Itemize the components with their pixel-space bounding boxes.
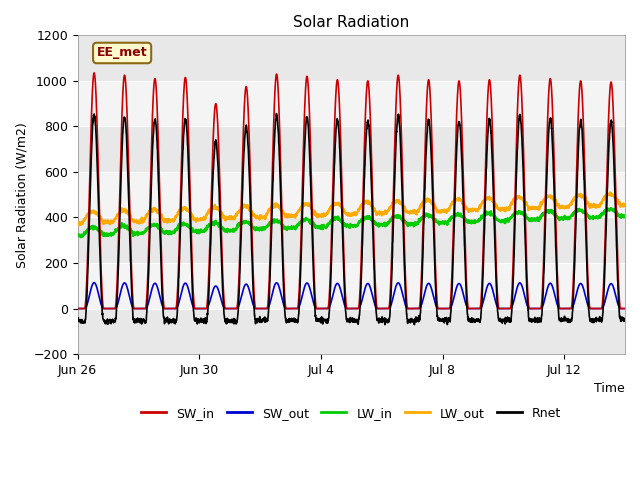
LW_out <box>74 222 82 228</box>
SW_in <box>127 248 135 254</box>
LW_in <box>127 226 135 232</box>
SW_in <box>90 70 98 76</box>
LW_out <box>74 220 81 226</box>
Rnet <box>160 314 168 320</box>
LW_in <box>160 229 168 235</box>
LW_out <box>273 204 280 209</box>
LW_out <box>621 202 629 207</box>
LW_out <box>195 216 203 222</box>
Title: Solar Radiation: Solar Radiation <box>293 15 410 30</box>
Rnet <box>273 114 280 120</box>
Bar <box>77 126 625 172</box>
Bar <box>77 36 625 81</box>
LW_in <box>369 219 376 225</box>
Line: LW_in: LW_in <box>77 208 625 237</box>
Line: Rnet: Rnet <box>77 113 625 324</box>
LW_in <box>74 232 81 238</box>
LW_in <box>604 205 611 211</box>
SW_out <box>160 305 168 311</box>
Bar <box>77 172 625 217</box>
LW_in <box>195 230 203 236</box>
Bar <box>77 81 625 126</box>
SW_in <box>195 306 203 312</box>
SW_in <box>550 170 558 176</box>
SW_in <box>74 306 81 312</box>
Y-axis label: Solar Radiation (W/m2): Solar Radiation (W/m2) <box>15 122 28 267</box>
SW_out <box>74 306 81 312</box>
Rnet <box>195 317 203 323</box>
SW_out <box>90 280 98 286</box>
LW_in <box>550 211 558 217</box>
SW_in <box>273 71 280 77</box>
LW_in <box>621 214 629 220</box>
Rnet <box>621 318 629 324</box>
LW_in <box>273 217 280 223</box>
SW_out <box>369 294 376 300</box>
SW_in <box>369 200 376 206</box>
Bar <box>77 263 625 309</box>
SW_out <box>195 306 203 312</box>
Bar <box>77 217 625 263</box>
SW_in <box>160 303 168 309</box>
SW_out <box>621 306 629 312</box>
LW_out <box>550 196 558 202</box>
Line: SW_out: SW_out <box>77 283 625 309</box>
SW_out <box>127 300 135 305</box>
Rnet <box>551 205 559 211</box>
LW_out <box>160 219 168 225</box>
Line: SW_in: SW_in <box>77 73 625 309</box>
LW_out <box>127 214 135 220</box>
Line: LW_out: LW_out <box>77 192 625 225</box>
X-axis label: Time: Time <box>595 383 625 396</box>
LW_out <box>369 204 376 210</box>
Bar <box>77 309 625 354</box>
Legend: SW_in, SW_out, LW_in, LW_out, Rnet: SW_in, SW_out, LW_in, LW_out, Rnet <box>136 402 566 425</box>
SW_in <box>621 306 629 312</box>
Rnet <box>273 110 280 116</box>
LW_out <box>606 190 614 195</box>
LW_in <box>77 234 84 240</box>
Rnet <box>369 226 376 231</box>
SW_out <box>550 291 558 297</box>
Rnet <box>410 322 418 327</box>
Text: EE_met: EE_met <box>97 47 147 60</box>
Rnet <box>74 318 81 324</box>
SW_out <box>273 280 280 286</box>
Rnet <box>127 260 134 265</box>
